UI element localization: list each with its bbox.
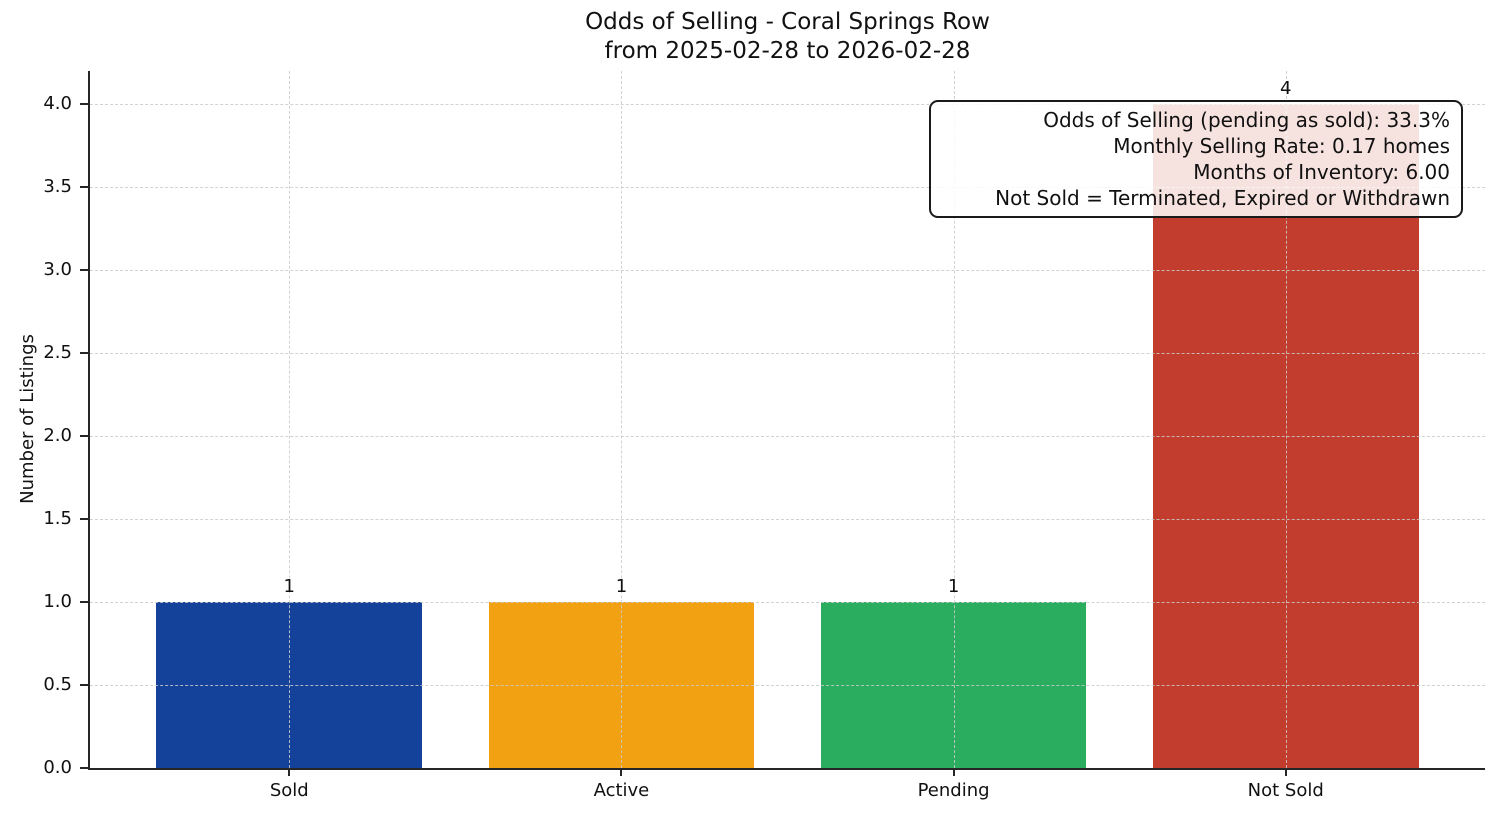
y-tick-mark	[80, 352, 88, 355]
x-tick-label-pending: Pending	[917, 780, 990, 801]
x-tick-mark	[288, 768, 291, 776]
y-gridline	[90, 602, 1485, 604]
x-gridline	[1285, 71, 1287, 768]
y-tick-mark	[80, 186, 88, 189]
x-tick-label-not-sold: Not Sold	[1247, 780, 1324, 801]
chart-subtitle: from 2025-02-28 to 2026-02-28	[604, 38, 971, 64]
y-tick-label: 1.5	[43, 508, 72, 530]
y-gridline	[90, 519, 1485, 521]
y-gridline	[90, 436, 1485, 438]
x-tick-mark	[952, 768, 955, 776]
y-gridline	[90, 353, 1485, 355]
annotation-box: Odds of Selling (pending as sold): 33.3%…	[929, 100, 1463, 218]
y-gridline	[90, 187, 1485, 189]
y-tick-mark	[80, 269, 88, 272]
y-tick-mark	[80, 435, 88, 438]
x-tick-mark	[1284, 768, 1287, 776]
chart-title-block: Odds of Selling - Coral Springs Row from…	[90, 8, 1485, 66]
annotation-line: Odds of Selling (pending as sold): 33.3%	[1043, 108, 1450, 132]
bar-value-label-pending: 1	[947, 576, 960, 598]
x-tick-mark	[620, 768, 623, 776]
annotation-line: Not Sold = Terminated, Expired or Withdr…	[995, 186, 1450, 210]
y-tick-mark	[80, 601, 88, 604]
y-tick-label: 4.0	[43, 93, 72, 115]
annotation-line: Months of Inventory: 6.00	[1193, 160, 1450, 184]
y-gridline	[90, 104, 1485, 106]
bar-value-label-active: 1	[615, 576, 628, 598]
x-gridline	[953, 71, 955, 768]
y-tick-label: 2.5	[43, 342, 72, 364]
x-gridline	[289, 71, 291, 768]
y-tick-label: 2.0	[43, 425, 72, 447]
y-tick-label: 1.0	[43, 591, 72, 613]
y-gridline	[90, 685, 1485, 687]
y-gridline	[90, 270, 1485, 272]
y-tick-label: 0.5	[43, 674, 72, 696]
y-tick-label: 3.0	[43, 259, 72, 281]
y-tick-label: 3.5	[43, 176, 72, 198]
bar-value-label-sold: 1	[283, 576, 295, 598]
y-tick-mark	[80, 684, 88, 687]
chart-title: Odds of Selling - Coral Springs Row	[585, 9, 990, 35]
annotation-line: Monthly Selling Rate: 0.17 homes	[1113, 134, 1450, 158]
y-tick-label: 0.0	[43, 757, 72, 778]
y-tick-mark	[80, 103, 88, 106]
x-tick-label-active: Active	[593, 780, 650, 801]
y-tick-mark	[80, 518, 88, 521]
x-tick-label-sold: Sold	[269, 780, 309, 801]
x-gridline	[621, 71, 623, 768]
y-tick-mark	[80, 767, 88, 769]
bar-value-label-not-sold: 4	[1279, 78, 1292, 100]
